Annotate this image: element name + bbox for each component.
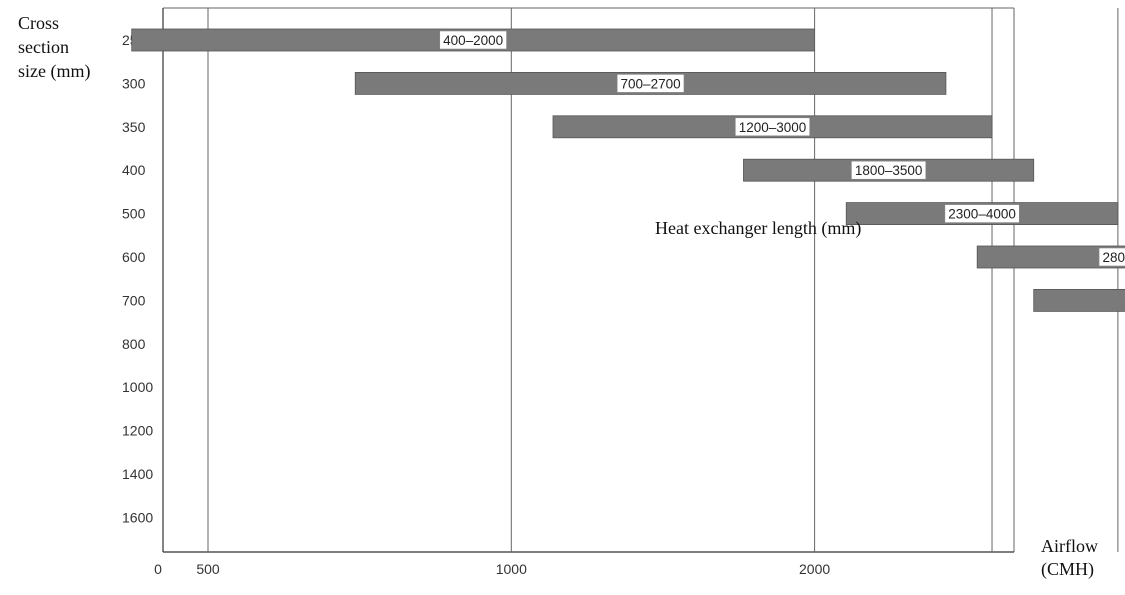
range-bar-700 <box>1033 288 1125 312</box>
x-axis-title-line-1: Airflow <box>1041 536 1098 556</box>
x-axis-title-line-2: (CMH) <box>1041 559 1094 579</box>
y-tick-label-350: 350 <box>122 119 146 135</box>
range-label-600: 2800–6000 <box>1102 250 1125 265</box>
y-tick-label-1400: 1400 <box>122 466 153 482</box>
range-label-box-600 <box>1098 247 1125 267</box>
y-axis-title-line-2: section <box>18 37 69 57</box>
y-axis-title-line-3: size (mm) <box>18 61 91 81</box>
chart-annotation: Heat exchanger length (mm) <box>655 218 862 238</box>
y-tick-label-1000: 1000 <box>122 379 153 395</box>
range-label-500: 2300–4000 <box>948 207 1016 222</box>
y-tick-label-1200: 1200 <box>122 423 153 439</box>
y-tick-label-500: 500 <box>122 206 146 222</box>
y-tick-label-300: 300 <box>122 75 146 91</box>
x-tick-label-0: 0 <box>154 561 162 577</box>
range-bar-600 <box>976 245 1125 269</box>
range-label-300: 700–2700 <box>621 76 681 91</box>
range-label-box-350 <box>735 117 811 137</box>
x-tick-label-1000: 1000 <box>496 561 527 577</box>
y-tick-label-800: 800 <box>122 336 146 352</box>
y-axis-title-line-1: Cross <box>18 13 60 33</box>
range-label-box-250 <box>439 30 507 50</box>
range-label-box-300 <box>616 74 685 93</box>
range-label-box-400 <box>851 160 927 180</box>
x-tick-label-2000: 2000 <box>799 561 830 577</box>
y-tick-label-700: 700 <box>122 292 146 308</box>
y-tick-label-400: 400 <box>122 162 146 178</box>
x-tick-label-500: 500 <box>196 561 220 577</box>
range-label-400: 1800–3500 <box>855 163 923 178</box>
y-tick-label-1600: 1600 <box>122 509 153 525</box>
range-label-250: 400–2000 <box>443 33 503 48</box>
range-label-box-500 <box>944 204 1020 223</box>
y-tick-label-600: 600 <box>122 249 146 265</box>
range-label-350: 1200–3000 <box>739 120 807 135</box>
